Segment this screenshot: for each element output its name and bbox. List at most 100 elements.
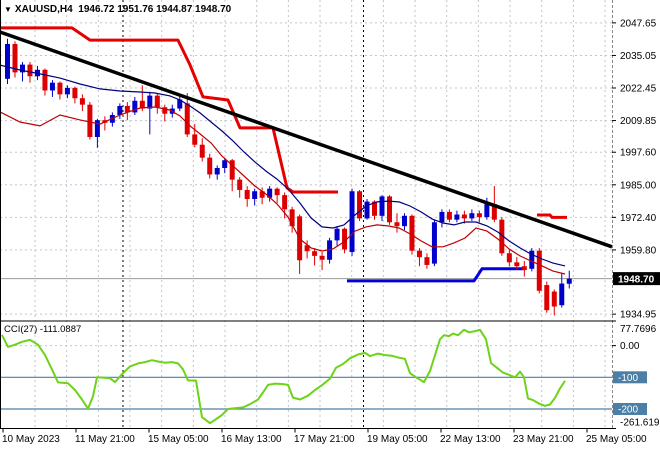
candle-body bbox=[476, 213, 482, 218]
candle-body bbox=[431, 222, 437, 264]
price-axis-label: 2035.05 bbox=[620, 51, 657, 62]
candle-body bbox=[319, 255, 325, 260]
candle-body bbox=[424, 257, 430, 265]
candle-body bbox=[237, 179, 243, 190]
candle-body bbox=[12, 43, 18, 73]
candle-body bbox=[484, 204, 490, 218]
candle-body bbox=[42, 69, 48, 91]
candle-body bbox=[544, 285, 550, 311]
candle-body bbox=[244, 189, 250, 200]
candle-body bbox=[386, 196, 392, 223]
symbol-dropdown-icon[interactable]: ▼ bbox=[4, 5, 12, 14]
trendline bbox=[0, 30, 613, 249]
indicator-label: CCI(27) -111.0887 bbox=[4, 324, 82, 335]
candle-body bbox=[252, 191, 258, 200]
candle-body bbox=[521, 266, 527, 271]
candle-body bbox=[491, 204, 497, 220]
time-axis-label[interactable]: 19 May 05:00 bbox=[367, 434, 428, 445]
chart-title: ▼ XAUUSD,H4 1946.72 1951.76 1944.87 1948.… bbox=[4, 4, 231, 15]
candle-body bbox=[57, 82, 63, 95]
symbol-period-label: XAUUSD,H4 bbox=[14, 4, 73, 15]
candle-body bbox=[342, 228, 348, 250]
price-axis-label: 1934.95 bbox=[620, 310, 657, 321]
cci-level-badge bbox=[613, 402, 647, 415]
price-axis-label: 1959.80 bbox=[620, 245, 657, 256]
time-axis-label[interactable]: 16 May 13:00 bbox=[221, 434, 282, 445]
candle-body bbox=[394, 222, 400, 227]
candle-body bbox=[124, 105, 130, 113]
candle-body bbox=[162, 107, 168, 114]
ma-slow-line bbox=[0, 64, 566, 267]
candle-body bbox=[64, 87, 70, 95]
price-axis-label: 2047.65 bbox=[620, 18, 657, 29]
candle-body bbox=[499, 219, 505, 254]
candle-body bbox=[514, 262, 520, 267]
resistance-step-line-2 bbox=[537, 213, 567, 219]
time-axis-label[interactable]: 23 May 21:00 bbox=[513, 434, 574, 445]
price-badge-text: 1948.70 bbox=[618, 275, 655, 286]
candle-body bbox=[132, 100, 138, 113]
candle-body bbox=[282, 195, 288, 210]
candle-body bbox=[446, 211, 452, 220]
ohlc-values: 1946.72 1951.76 1944.87 1948.70 bbox=[78, 4, 232, 15]
candle-body bbox=[184, 103, 190, 135]
candle-body bbox=[372, 201, 378, 216]
candle-body bbox=[87, 104, 93, 137]
candle-body bbox=[147, 95, 153, 109]
candle-body bbox=[439, 211, 445, 223]
candle-body bbox=[274, 188, 280, 196]
candle-body bbox=[349, 191, 355, 252]
price-axis-label: 1985.00 bbox=[620, 180, 657, 191]
candle-body bbox=[357, 191, 363, 219]
candle-body bbox=[72, 87, 78, 99]
candle-body bbox=[94, 120, 100, 137]
candle-body bbox=[19, 64, 25, 73]
cci-axis-label: -261.6196 bbox=[620, 418, 660, 429]
candle-body bbox=[199, 144, 205, 158]
candle-body bbox=[461, 214, 467, 219]
candle-body bbox=[566, 278, 572, 284]
time-axis-label[interactable]: 17 May 21:00 bbox=[294, 434, 355, 445]
candle-body bbox=[207, 157, 213, 175]
ma-fast-line bbox=[0, 106, 566, 275]
support-step-line bbox=[347, 267, 523, 283]
cci-line bbox=[1, 328, 566, 425]
candle-body bbox=[79, 98, 85, 105]
candle-body bbox=[177, 99, 183, 109]
cci-level-badge-text: -200 bbox=[618, 404, 638, 415]
candle-body bbox=[5, 43, 10, 79]
candle-body bbox=[401, 215, 407, 227]
candle-body bbox=[154, 95, 160, 108]
candle-body bbox=[267, 188, 273, 198]
candle-body bbox=[259, 191, 265, 198]
cci-level-badge-text: -100 bbox=[618, 373, 638, 384]
cci-level-badge bbox=[613, 371, 647, 384]
candle-body bbox=[304, 245, 310, 252]
cci-axis-label: 77.7696 bbox=[620, 324, 657, 335]
time-axis-label[interactable]: 15 May 05:00 bbox=[148, 434, 209, 445]
time-axis-label[interactable]: 25 May 05:00 bbox=[586, 434, 647, 445]
candle-body bbox=[214, 167, 220, 175]
candle-body bbox=[409, 215, 415, 251]
candle-body bbox=[536, 250, 542, 291]
time-axis-label[interactable]: 11 May 21:00 bbox=[75, 434, 135, 445]
candle-body bbox=[454, 214, 460, 220]
price-badge bbox=[613, 272, 660, 286]
cci-axis-label: 0.00 bbox=[620, 341, 640, 352]
candle-body bbox=[27, 64, 33, 77]
candle-body bbox=[364, 201, 370, 219]
candle-body bbox=[289, 209, 295, 227]
candle-body bbox=[379, 196, 385, 216]
price-axis-label: 1972.40 bbox=[620, 213, 657, 224]
candle-body bbox=[506, 253, 512, 263]
time-axis-label[interactable]: 10 May 2023 bbox=[2, 434, 60, 445]
price-axis-label: 2022.45 bbox=[620, 84, 657, 95]
candle-body bbox=[559, 283, 565, 306]
candle-body bbox=[334, 228, 340, 241]
time-axis-label[interactable]: 22 May 13:00 bbox=[440, 434, 501, 445]
candle-body bbox=[416, 250, 422, 258]
candle-body bbox=[469, 213, 475, 219]
candle-body bbox=[312, 251, 318, 256]
